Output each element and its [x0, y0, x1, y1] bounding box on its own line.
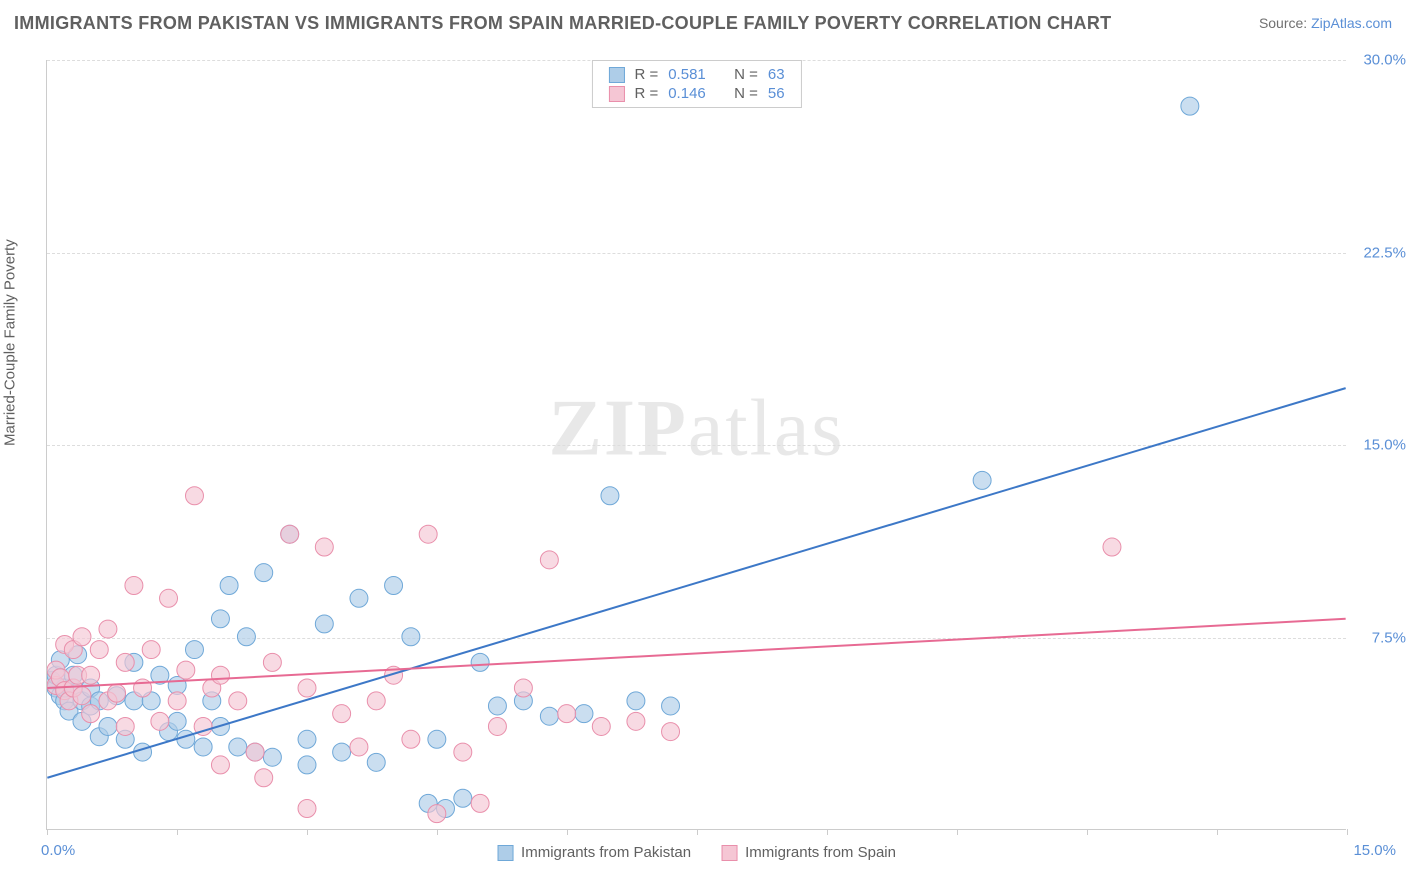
data-point: [592, 717, 610, 735]
data-point: [333, 705, 351, 723]
data-point: [73, 628, 91, 646]
data-point: [116, 653, 134, 671]
data-point: [298, 679, 316, 697]
legend-swatch: [608, 86, 624, 102]
data-point: [255, 564, 273, 582]
data-point: [211, 756, 229, 774]
data-point: [298, 756, 316, 774]
data-point: [177, 730, 195, 748]
legend-stat-row: R = 0.146 N = 56: [608, 84, 784, 103]
data-point: [237, 628, 255, 646]
data-point: [385, 576, 403, 594]
data-point: [315, 615, 333, 633]
data-point: [108, 684, 126, 702]
trend-line: [47, 388, 1345, 778]
data-point: [151, 712, 169, 730]
legend-stats: R = 0.581 N = 63 R = 0.146 N = 56: [591, 60, 801, 108]
data-point: [298, 730, 316, 748]
data-point: [185, 487, 203, 505]
legend-swatch: [721, 845, 737, 861]
data-point: [428, 730, 446, 748]
x-axis-max-label: 15.0%: [1353, 842, 1396, 859]
data-point: [168, 712, 186, 730]
data-point: [471, 794, 489, 812]
data-point: [454, 743, 472, 761]
source-link[interactable]: ZipAtlas.com: [1311, 15, 1392, 31]
chart-header: IMMIGRANTS FROM PAKISTAN VS IMMIGRANTS F…: [14, 8, 1392, 38]
legend-series-item: Immigrants from Pakistan: [497, 844, 691, 861]
data-point: [73, 687, 91, 705]
data-point: [255, 769, 273, 787]
data-point: [229, 738, 247, 756]
data-point: [662, 723, 680, 741]
data-point: [627, 712, 645, 730]
legend-stat-row: R = 0.581 N = 63: [608, 65, 784, 84]
data-point: [662, 697, 680, 715]
data-point: [263, 653, 281, 671]
data-point: [194, 738, 212, 756]
chart-plot-area: ZIPatlas 7.5%15.0%22.5%30.0% R = 0.581 N…: [46, 60, 1346, 830]
legend-series-item: Immigrants from Spain: [721, 844, 896, 861]
data-point: [229, 692, 247, 710]
data-point: [367, 692, 385, 710]
data-point: [488, 697, 506, 715]
data-point: [298, 800, 316, 818]
data-point: [185, 641, 203, 659]
data-point: [220, 576, 238, 594]
data-point: [90, 641, 108, 659]
data-point: [627, 692, 645, 710]
x-axis-min-label: 0.0%: [41, 842, 75, 859]
data-point: [281, 525, 299, 543]
source-label: Source:: [1259, 15, 1307, 31]
data-point: [488, 717, 506, 735]
data-point: [601, 487, 619, 505]
data-point: [402, 628, 420, 646]
data-point: [471, 653, 489, 671]
data-point: [514, 679, 532, 697]
data-point: [575, 705, 593, 723]
source-attribution: Source: ZipAtlas.com: [1259, 15, 1392, 31]
data-point: [315, 538, 333, 556]
data-point: [177, 661, 195, 679]
data-point: [350, 738, 368, 756]
data-point: [419, 525, 437, 543]
data-point: [99, 620, 117, 638]
chart-title: IMMIGRANTS FROM PAKISTAN VS IMMIGRANTS F…: [14, 13, 1111, 34]
data-point: [134, 743, 152, 761]
data-point: [82, 666, 100, 684]
data-point: [142, 641, 160, 659]
data-point: [428, 805, 446, 823]
data-point: [350, 589, 368, 607]
data-point: [246, 743, 264, 761]
data-point: [160, 589, 178, 607]
data-point: [211, 610, 229, 628]
data-point: [1103, 538, 1121, 556]
y-axis-label: Married-Couple Family Poverty: [2, 239, 19, 446]
y-tick-label: 7.5%: [1372, 629, 1406, 646]
data-point: [973, 471, 991, 489]
data-point: [540, 707, 558, 725]
data-point: [454, 789, 472, 807]
data-point: [263, 748, 281, 766]
data-point: [540, 551, 558, 569]
legend-swatch: [497, 845, 513, 861]
data-point: [168, 692, 186, 710]
data-point: [1181, 97, 1199, 115]
data-point: [402, 730, 420, 748]
data-point: [367, 753, 385, 771]
scatter-plot-svg: [47, 60, 1346, 829]
data-point: [211, 666, 229, 684]
y-tick-label: 30.0%: [1363, 52, 1406, 69]
data-point: [125, 576, 143, 594]
legend-series: Immigrants from Pakistan Immigrants from …: [497, 844, 896, 861]
data-point: [82, 705, 100, 723]
data-point: [116, 717, 134, 735]
data-point: [333, 743, 351, 761]
data-point: [99, 717, 117, 735]
legend-swatch: [608, 67, 624, 83]
y-tick-label: 15.0%: [1363, 437, 1406, 454]
y-tick-label: 22.5%: [1363, 244, 1406, 261]
data-point: [558, 705, 576, 723]
